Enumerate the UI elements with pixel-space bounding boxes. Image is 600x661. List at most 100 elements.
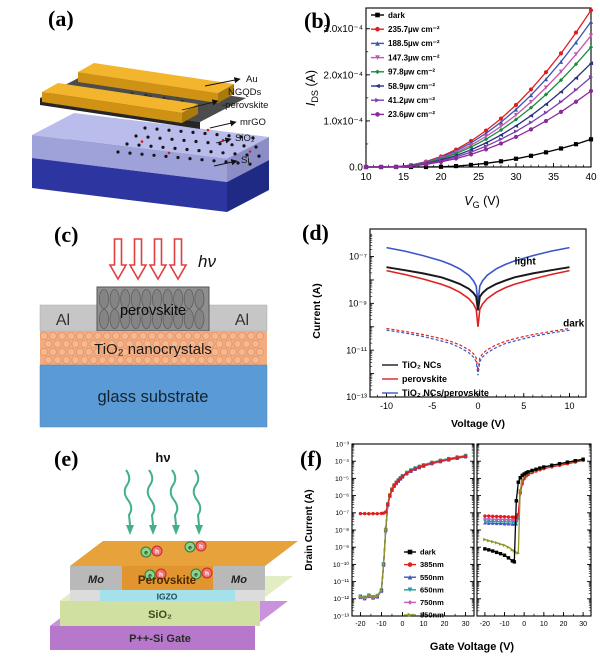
svg-text:10⁻⁹: 10⁻⁹ — [335, 545, 349, 552]
au-electrode-front — [42, 83, 198, 123]
tio2-label: TiO₂ nanocrystals — [94, 341, 212, 358]
svg-text:20: 20 — [435, 172, 447, 183]
svg-text:10⁻⁷: 10⁻⁷ — [335, 510, 349, 517]
svg-text:perovskite: perovskite — [402, 374, 447, 384]
perovskite-top-face — [70, 541, 298, 566]
svg-text:188.5µw cm⁻²: 188.5µw cm⁻² — [388, 39, 440, 48]
mo-left-label: Mo — [88, 574, 104, 586]
svg-text:10: 10 — [565, 401, 575, 411]
au-electrode-back — [78, 63, 234, 103]
svg-text:10⁻⁵: 10⁻⁵ — [335, 476, 349, 483]
sio2-label-e: SiO₂ — [148, 609, 172, 621]
svg-text:h: h — [205, 570, 209, 577]
device-3d-schematic-a: Au NGQDs -perovskite mrGO SiO₂ Si — [32, 63, 269, 212]
sio2-label: SiO₂ — [235, 133, 255, 144]
svg-text:550nm: 550nm — [420, 573, 444, 582]
wavelength-transfer-chart: -20 -10 0 10 20 30 10⁻³ 10⁻⁴ 10⁻⁵ 10⁻⁶ 10⁻⁷ 10⁻⁸ 10⁻… — [304, 441, 592, 653]
au-arrow — [204, 77, 241, 87]
si-side-face — [227, 160, 269, 212]
svg-text:h: h — [155, 548, 159, 555]
perovskite-block-label: perovskite — [120, 303, 186, 319]
svg-text:30: 30 — [462, 621, 470, 628]
ngqds-arrow — [181, 99, 219, 111]
svg-text:e: e — [194, 571, 198, 578]
sio2-top-face — [32, 113, 269, 159]
panel-label-b: (b) — [304, 8, 331, 33]
panel-label-f: (f) — [300, 446, 322, 471]
mrgo-label: mrGO — [240, 117, 266, 128]
panel-label-e: (e) — [54, 446, 79, 471]
svg-text:40: 40 — [585, 172, 597, 183]
mo-right-block — [213, 566, 265, 590]
svg-text:Gate Voltage (V): Gate Voltage (V) — [430, 641, 514, 653]
tio2-nanocrystal-texture — [40, 332, 264, 364]
svg-text:10⁻⁸: 10⁻⁸ — [335, 527, 349, 534]
svg-text:3.0x10⁻⁴: 3.0x10⁻⁴ — [323, 24, 363, 35]
svg-text:-5: -5 — [428, 401, 436, 411]
svg-text:10⁻⁹: 10⁻⁹ — [348, 299, 367, 309]
svg-text:10: 10 — [360, 172, 372, 183]
svg-text:-20: -20 — [480, 621, 490, 628]
cross-section-schematic: hν Al Al perovskite TiO₂ nanocrystals gl… — [39, 238, 268, 428]
svg-text:30: 30 — [510, 172, 522, 183]
svg-text:41.2µw cm⁻²: 41.2µw cm⁻² — [388, 96, 435, 105]
svg-text:850nm: 850nm — [420, 611, 444, 620]
svg-text:0: 0 — [522, 621, 526, 628]
svg-text:dark: dark — [563, 318, 585, 329]
mo-right-label: Mo — [231, 574, 247, 586]
svg-text:dark: dark — [388, 11, 405, 20]
svg-text:-10: -10 — [380, 401, 393, 411]
svg-text:750nm: 750nm — [420, 598, 444, 607]
hv-label-c: hν — [198, 252, 216, 271]
svg-text:10⁻¹²: 10⁻¹² — [333, 596, 349, 603]
svg-text:10⁻¹¹: 10⁻¹¹ — [346, 345, 367, 355]
gate-label: P++-Si Gate — [129, 633, 191, 645]
svg-text:35: 35 — [548, 172, 560, 183]
sio2-front-face — [60, 601, 260, 626]
svg-text:e: e — [144, 549, 148, 556]
svg-text:25: 25 — [473, 172, 485, 183]
mo-left-block — [70, 566, 122, 590]
igzo-layer — [100, 590, 235, 601]
glass-label: glass substrate — [98, 388, 209, 406]
svg-text:0.0: 0.0 — [349, 163, 363, 174]
svg-text:10⁻⁴: 10⁻⁴ — [335, 459, 349, 466]
al-left-label: Al — [56, 312, 70, 329]
svg-text:23.6µw cm⁻²: 23.6µw cm⁻² — [388, 110, 435, 119]
svg-text:15: 15 — [398, 172, 410, 183]
svg-text:0: 0 — [401, 621, 405, 628]
sio2-side-face — [227, 137, 269, 182]
svg-text:Current (A): Current (A) — [311, 283, 323, 338]
sio2-front-face — [32, 135, 227, 182]
svg-text:e: e — [148, 572, 152, 579]
svg-text:650nm: 650nm — [420, 585, 444, 594]
svg-text:1.0x10⁻⁴: 1.0x10⁻⁴ — [323, 116, 363, 127]
hv-label-e: hν — [155, 450, 170, 465]
svg-text:58.9µw cm⁻²: 58.9µw cm⁻² — [388, 82, 435, 91]
svg-text:10⁻¹³: 10⁻¹³ — [346, 392, 367, 402]
svg-text:h: h — [199, 543, 203, 550]
igzo-label: IGZO — [157, 592, 178, 602]
svg-text:h: h — [159, 571, 163, 578]
igzo-flank-right — [235, 590, 265, 601]
mrgo-arrow — [209, 120, 237, 129]
svg-text:10⁻¹³: 10⁻¹³ — [333, 613, 349, 620]
svg-text:Voltage (V): Voltage (V) — [451, 418, 505, 430]
svg-text:dark: dark — [420, 548, 437, 557]
mrgo-dots — [116, 126, 261, 166]
svg-text:20: 20 — [441, 621, 449, 628]
svg-text:-20: -20 — [355, 621, 365, 628]
svg-text:light: light — [515, 257, 537, 268]
svg-text:VG (V): VG (V) — [464, 194, 500, 210]
gate-front-face — [50, 626, 255, 650]
svg-text:-10: -10 — [499, 621, 509, 628]
perovskite-grain-texture — [99, 289, 205, 330]
panel-b-chart-container: 10 15 20 25 30 35 40 0.0 1.0x10⁻⁴ 2.0x10⁻⁴ 3.0x10⁻… — [300, 0, 600, 215]
si-label: Si — [241, 155, 249, 166]
iv-curves-chart: -10 -5 0 5 10 10⁻⁷ 10⁻⁹ 10⁻¹¹ 10⁻¹³ light dark TiO₂… — [311, 228, 587, 430]
ngqds-label: NGQDs — [228, 87, 262, 98]
svg-text:10: 10 — [540, 621, 548, 628]
svg-text:10: 10 — [420, 621, 428, 628]
